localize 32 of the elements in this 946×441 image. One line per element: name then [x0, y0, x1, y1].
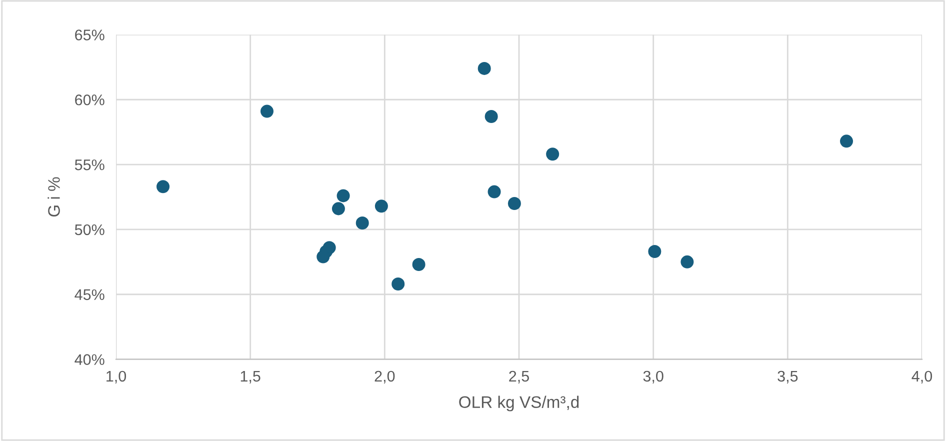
point — [260, 104, 274, 118]
y-tick-label: 50% — [74, 224, 104, 236]
point — [478, 62, 491, 75]
x-tick-label: 1,5 — [240, 370, 260, 384]
point — [156, 180, 170, 194]
point — [546, 148, 560, 161]
point — [508, 196, 521, 210]
x-tick-label: 3,5 — [778, 370, 798, 384]
point — [488, 185, 501, 198]
point — [374, 200, 388, 213]
y-tick-label: 60% — [75, 94, 104, 106]
point — [392, 277, 405, 290]
x-tick-label: 3,0 — [643, 370, 664, 384]
point — [484, 110, 498, 124]
x-tick-label: 1,0 — [106, 370, 126, 384]
point — [648, 245, 662, 258]
x-tick-label: 4,0 — [912, 370, 932, 384]
y-tick-label: 65% — [75, 30, 104, 40]
x-axis-title: OLR kg VS/m³,d — [459, 396, 579, 412]
y-tick-label: 40% — [74, 354, 104, 365]
y-axis-title: G i % — [48, 177, 60, 217]
point — [332, 202, 345, 216]
point — [840, 134, 854, 148]
x-tick-label: 2,0 — [374, 370, 395, 384]
y-tick-label: 45% — [74, 289, 104, 300]
point — [316, 250, 330, 264]
point — [680, 255, 694, 268]
point — [336, 189, 350, 202]
x-tick-label: 2,5 — [509, 370, 529, 384]
point — [412, 258, 426, 272]
y-tick-label: 55% — [74, 159, 104, 170]
point — [356, 216, 369, 230]
